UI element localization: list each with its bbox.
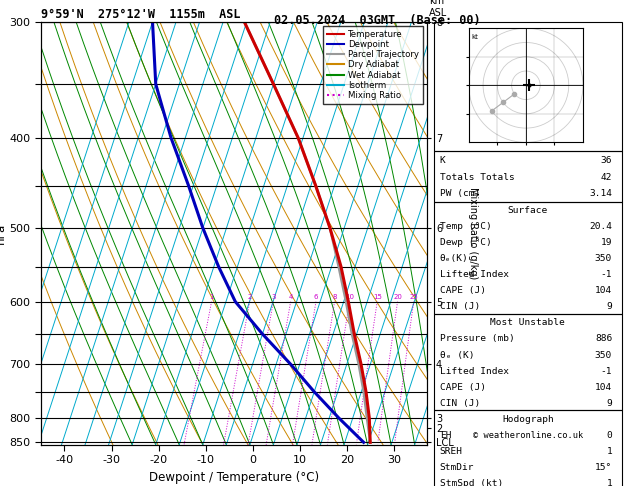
Text: CAPE (J): CAPE (J): [440, 286, 486, 295]
Text: EH: EH: [440, 431, 451, 440]
Text: Most Unstable: Most Unstable: [491, 318, 565, 328]
Text: 104: 104: [595, 382, 612, 392]
Text: PW (cm): PW (cm): [440, 190, 480, 198]
Text: CAPE (J): CAPE (J): [440, 382, 486, 392]
Text: 350: 350: [595, 350, 612, 360]
Text: 36: 36: [601, 156, 612, 165]
Text: StmSpd (kt): StmSpd (kt): [440, 479, 503, 486]
Legend: Temperature, Dewpoint, Parcel Trajectory, Dry Adiabat, Wet Adiabat, Isotherm, Mi: Temperature, Dewpoint, Parcel Trajectory…: [323, 26, 423, 104]
Y-axis label: Mixing Ratio (g/kg): Mixing Ratio (g/kg): [467, 187, 477, 279]
Text: -1: -1: [601, 270, 612, 279]
Text: 9°59'N  275°12'W  1155m  ASL: 9°59'N 275°12'W 1155m ASL: [41, 8, 240, 21]
Text: SREH: SREH: [440, 447, 463, 456]
Text: θₑ(K): θₑ(K): [440, 254, 469, 263]
Text: 3.14: 3.14: [589, 190, 612, 198]
Text: 10: 10: [345, 295, 354, 300]
Text: 0: 0: [606, 431, 612, 440]
Text: 1: 1: [606, 479, 612, 486]
Text: © weatheronline.co.uk: © weatheronline.co.uk: [473, 432, 583, 440]
Text: 42: 42: [601, 173, 612, 182]
Text: km
ASL: km ASL: [429, 0, 447, 17]
Text: 2: 2: [247, 295, 252, 300]
Text: Dewp (°C): Dewp (°C): [440, 238, 491, 247]
Text: 3: 3: [271, 295, 276, 300]
Text: Pressure (mb): Pressure (mb): [440, 334, 515, 344]
Text: 20: 20: [393, 295, 402, 300]
Text: 15°: 15°: [595, 463, 612, 472]
Text: CIN (J): CIN (J): [440, 399, 480, 408]
Text: 9: 9: [606, 399, 612, 408]
Bar: [434, 314, 622, 411]
Text: Lifted Index: Lifted Index: [440, 270, 509, 279]
Y-axis label: hPa: hPa: [0, 223, 6, 244]
Text: 6: 6: [314, 295, 318, 300]
Text: Temp (°C): Temp (°C): [440, 222, 491, 231]
Text: StmDir: StmDir: [440, 463, 474, 472]
Text: 4: 4: [289, 295, 293, 300]
Text: Surface: Surface: [508, 206, 548, 215]
Bar: [434, 411, 622, 486]
Text: CIN (J): CIN (J): [440, 302, 480, 312]
Text: 350: 350: [595, 254, 612, 263]
Text: 1: 1: [606, 447, 612, 456]
Text: Lifted Index: Lifted Index: [440, 366, 509, 376]
Text: -1: -1: [601, 366, 612, 376]
Text: Hodograph: Hodograph: [502, 415, 554, 424]
Text: 104: 104: [595, 286, 612, 295]
Text: 02.05.2024  03GMT  (Base: 00): 02.05.2024 03GMT (Base: 00): [274, 14, 480, 27]
Text: 25: 25: [409, 295, 418, 300]
Bar: [434, 202, 622, 314]
Text: 20.4: 20.4: [589, 222, 612, 231]
Bar: [434, 151, 622, 202]
Text: 15: 15: [373, 295, 382, 300]
Text: θₑ (K): θₑ (K): [440, 350, 474, 360]
Text: 1: 1: [209, 295, 214, 300]
Bar: [434, 22, 622, 151]
Text: 886: 886: [595, 334, 612, 344]
Text: 8: 8: [332, 295, 337, 300]
Text: 9: 9: [606, 302, 612, 312]
Text: 19: 19: [601, 238, 612, 247]
Text: K: K: [440, 156, 445, 165]
X-axis label: Dewpoint / Temperature (°C): Dewpoint / Temperature (°C): [149, 470, 319, 484]
Text: Totals Totals: Totals Totals: [440, 173, 515, 182]
